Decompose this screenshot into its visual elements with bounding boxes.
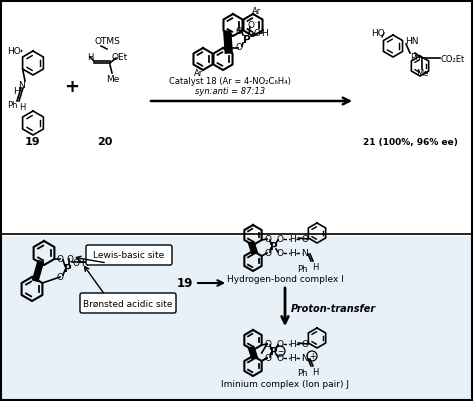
Text: Proton-transfer: Proton-transfer (291, 303, 375, 313)
Text: H: H (262, 29, 268, 38)
Text: O: O (254, 29, 261, 38)
Text: ··: ·· (254, 20, 258, 25)
Text: Ph: Ph (297, 369, 307, 378)
Text: O: O (276, 249, 283, 258)
Text: O: O (264, 249, 272, 258)
Text: 19: 19 (177, 277, 193, 290)
Text: O: O (264, 235, 272, 244)
Text: O: O (56, 273, 64, 282)
Text: Ph: Ph (410, 53, 420, 62)
Text: HO: HO (371, 29, 385, 38)
Text: H: H (290, 235, 296, 244)
Text: H: H (14, 86, 20, 95)
Text: P: P (64, 263, 72, 273)
Text: 19: 19 (25, 137, 41, 147)
Text: O: O (236, 43, 243, 53)
Text: O: O (66, 254, 73, 263)
Text: O: O (236, 27, 243, 36)
FancyBboxPatch shape (86, 245, 172, 265)
Text: Ph: Ph (7, 101, 17, 110)
Text: O: O (73, 258, 80, 267)
Text: O: O (276, 340, 283, 348)
Text: Ar: Ar (252, 8, 262, 16)
Bar (2, 237, 472, 399)
Text: H: H (290, 354, 296, 363)
Text: O: O (56, 255, 64, 264)
Text: O: O (276, 354, 283, 363)
Text: Brønsted acidic site: Brønsted acidic site (83, 299, 173, 308)
Text: Ar: Ar (194, 69, 204, 78)
Text: OTMS: OTMS (94, 37, 120, 47)
Text: N: N (301, 249, 309, 258)
Text: −: − (277, 346, 283, 356)
FancyBboxPatch shape (80, 293, 176, 313)
Text: N: N (18, 81, 26, 90)
Text: N: N (301, 354, 309, 363)
Text: Ph: Ph (297, 264, 307, 273)
Text: Hydrogen-bond complex I: Hydrogen-bond complex I (227, 275, 344, 284)
Text: H: H (290, 340, 296, 348)
Text: O: O (264, 340, 272, 348)
Text: H: H (290, 249, 296, 258)
Text: Iminium complex (Ion pair) J: Iminium complex (Ion pair) J (221, 380, 349, 389)
Text: H: H (312, 263, 318, 272)
Text: O: O (276, 235, 283, 244)
Text: HO: HO (7, 47, 21, 55)
Text: P: P (270, 346, 278, 356)
Text: Me: Me (416, 69, 428, 78)
Text: 21 (100%, 96% ee): 21 (100%, 96% ee) (363, 137, 457, 146)
Text: HN: HN (405, 37, 419, 47)
Text: Catalyst 18 (Ar = 4-NO₂C₆H₄): Catalyst 18 (Ar = 4-NO₂C₆H₄) (169, 77, 291, 86)
Text: O: O (264, 354, 272, 363)
Text: Me: Me (106, 74, 120, 83)
Text: O: O (301, 340, 309, 348)
Text: H: H (312, 368, 318, 377)
Text: P: P (270, 241, 278, 251)
Text: CO₂Et: CO₂Et (441, 55, 465, 63)
Text: 20: 20 (97, 137, 113, 147)
Text: +: + (309, 352, 315, 360)
Text: Lewis-basic site: Lewis-basic site (93, 251, 164, 260)
Text: H: H (87, 53, 93, 61)
Text: ··: ·· (75, 254, 79, 259)
Text: H: H (82, 258, 88, 267)
Text: +: + (64, 78, 80, 96)
Text: O: O (247, 20, 255, 29)
Text: P: P (243, 35, 251, 45)
Text: O: O (301, 235, 309, 244)
Text: OEt: OEt (112, 53, 128, 61)
Text: H: H (19, 103, 25, 112)
Text: syn:anti = 87:13: syn:anti = 87:13 (195, 87, 265, 96)
